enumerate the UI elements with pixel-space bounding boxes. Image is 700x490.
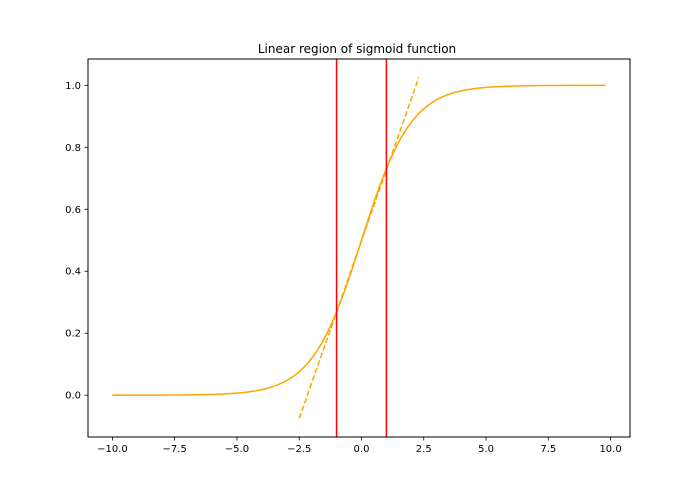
x-tick-label: 7.5 (540, 444, 556, 455)
x-tick-label: −2.5 (287, 444, 311, 455)
x-tick-label: 5.0 (478, 444, 494, 455)
y-tick-label: 1.0 (65, 81, 81, 92)
x-tick-label: −7.5 (163, 444, 187, 455)
chart-title: Linear region of sigmoid function (258, 42, 456, 56)
x-tick-label: −5.0 (225, 444, 249, 455)
y-tick-label: 0.4 (65, 267, 81, 278)
x-tick-label: −10.0 (97, 444, 128, 455)
tangent-line (298, 77, 420, 419)
x-axis-ticks: −10.0 −7.5 −5.0 −2.5 0.0 2.5 5.0 7.5 10.0 (97, 437, 622, 455)
y-tick-label: 0.8 (65, 143, 81, 154)
x-tick-label: 0.0 (354, 444, 370, 455)
y-tick-label: 0.0 (65, 391, 81, 402)
y-axis-ticks: 0.0 0.2 0.4 0.6 0.8 1.0 (65, 81, 88, 402)
x-tick-label: 10.0 (599, 444, 621, 455)
axes-frame (87, 58, 631, 438)
y-tick-label: 0.6 (65, 205, 81, 216)
plot-area (112, 59, 606, 437)
y-tick-label: 0.2 (65, 329, 81, 340)
x-tick-label: 2.5 (416, 444, 432, 455)
